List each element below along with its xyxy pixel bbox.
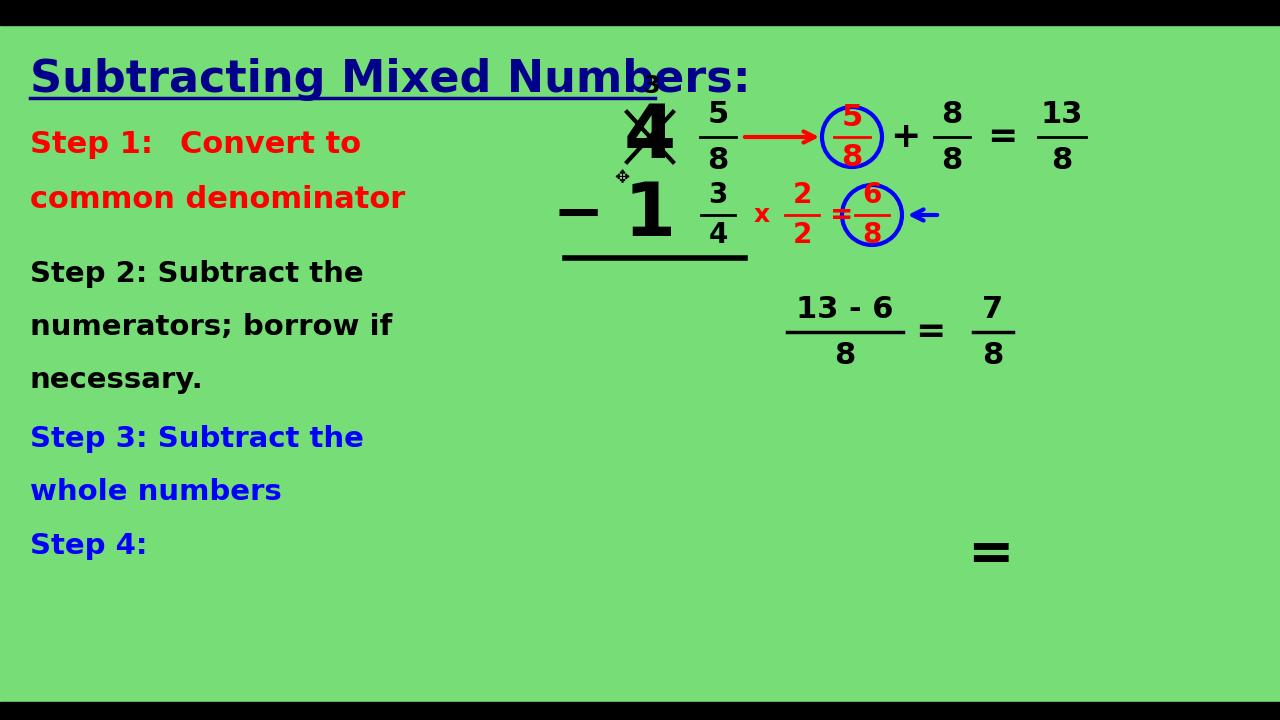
Text: 8: 8	[1051, 145, 1073, 174]
Text: common denominator: common denominator	[29, 185, 406, 214]
Text: 1: 1	[623, 179, 676, 251]
Text: 4: 4	[623, 101, 676, 174]
Text: 8: 8	[841, 143, 863, 171]
Text: 6: 6	[863, 181, 882, 209]
Text: 8: 8	[982, 341, 1004, 369]
Bar	[0, 702, 1280, 720]
Text: 7: 7	[983, 294, 1004, 323]
Text: 8: 8	[835, 341, 855, 369]
Text: 3: 3	[644, 74, 660, 98]
Text: numerators; borrow if: numerators; borrow if	[29, 313, 392, 341]
Text: 4: 4	[708, 221, 728, 249]
Text: 5: 5	[841, 102, 863, 132]
Text: Convert to: Convert to	[180, 130, 361, 159]
Text: 2: 2	[792, 221, 812, 249]
Text: 13 - 6: 13 - 6	[796, 294, 893, 323]
Text: =: =	[966, 528, 1014, 582]
Text: 8: 8	[941, 99, 963, 128]
Text: =: =	[915, 315, 945, 349]
Text: x: x	[754, 203, 771, 227]
Text: 8: 8	[863, 221, 882, 249]
Text: Step 1:: Step 1:	[29, 130, 154, 159]
Text: Step 2: Subtract the: Step 2: Subtract the	[29, 260, 364, 288]
Text: +: +	[890, 120, 920, 154]
Bar	[0, 0, 1280, 25]
Text: =: =	[831, 201, 854, 229]
Text: whole numbers: whole numbers	[29, 478, 282, 506]
Text: ✥: ✥	[614, 169, 630, 187]
Text: 8: 8	[708, 145, 728, 174]
Text: 3: 3	[708, 181, 728, 209]
Text: Subtracting Mixed Numbers:: Subtracting Mixed Numbers:	[29, 58, 750, 101]
Text: necessary.: necessary.	[29, 366, 204, 394]
Text: 5: 5	[708, 99, 728, 128]
Text: −: −	[553, 186, 604, 245]
Text: 13: 13	[1041, 99, 1083, 128]
Text: =: =	[987, 120, 1018, 154]
Text: 2: 2	[792, 181, 812, 209]
Text: Step 3: Subtract the: Step 3: Subtract the	[29, 425, 364, 453]
Text: Step 4:: Step 4:	[29, 532, 147, 560]
Text: 8: 8	[941, 145, 963, 174]
